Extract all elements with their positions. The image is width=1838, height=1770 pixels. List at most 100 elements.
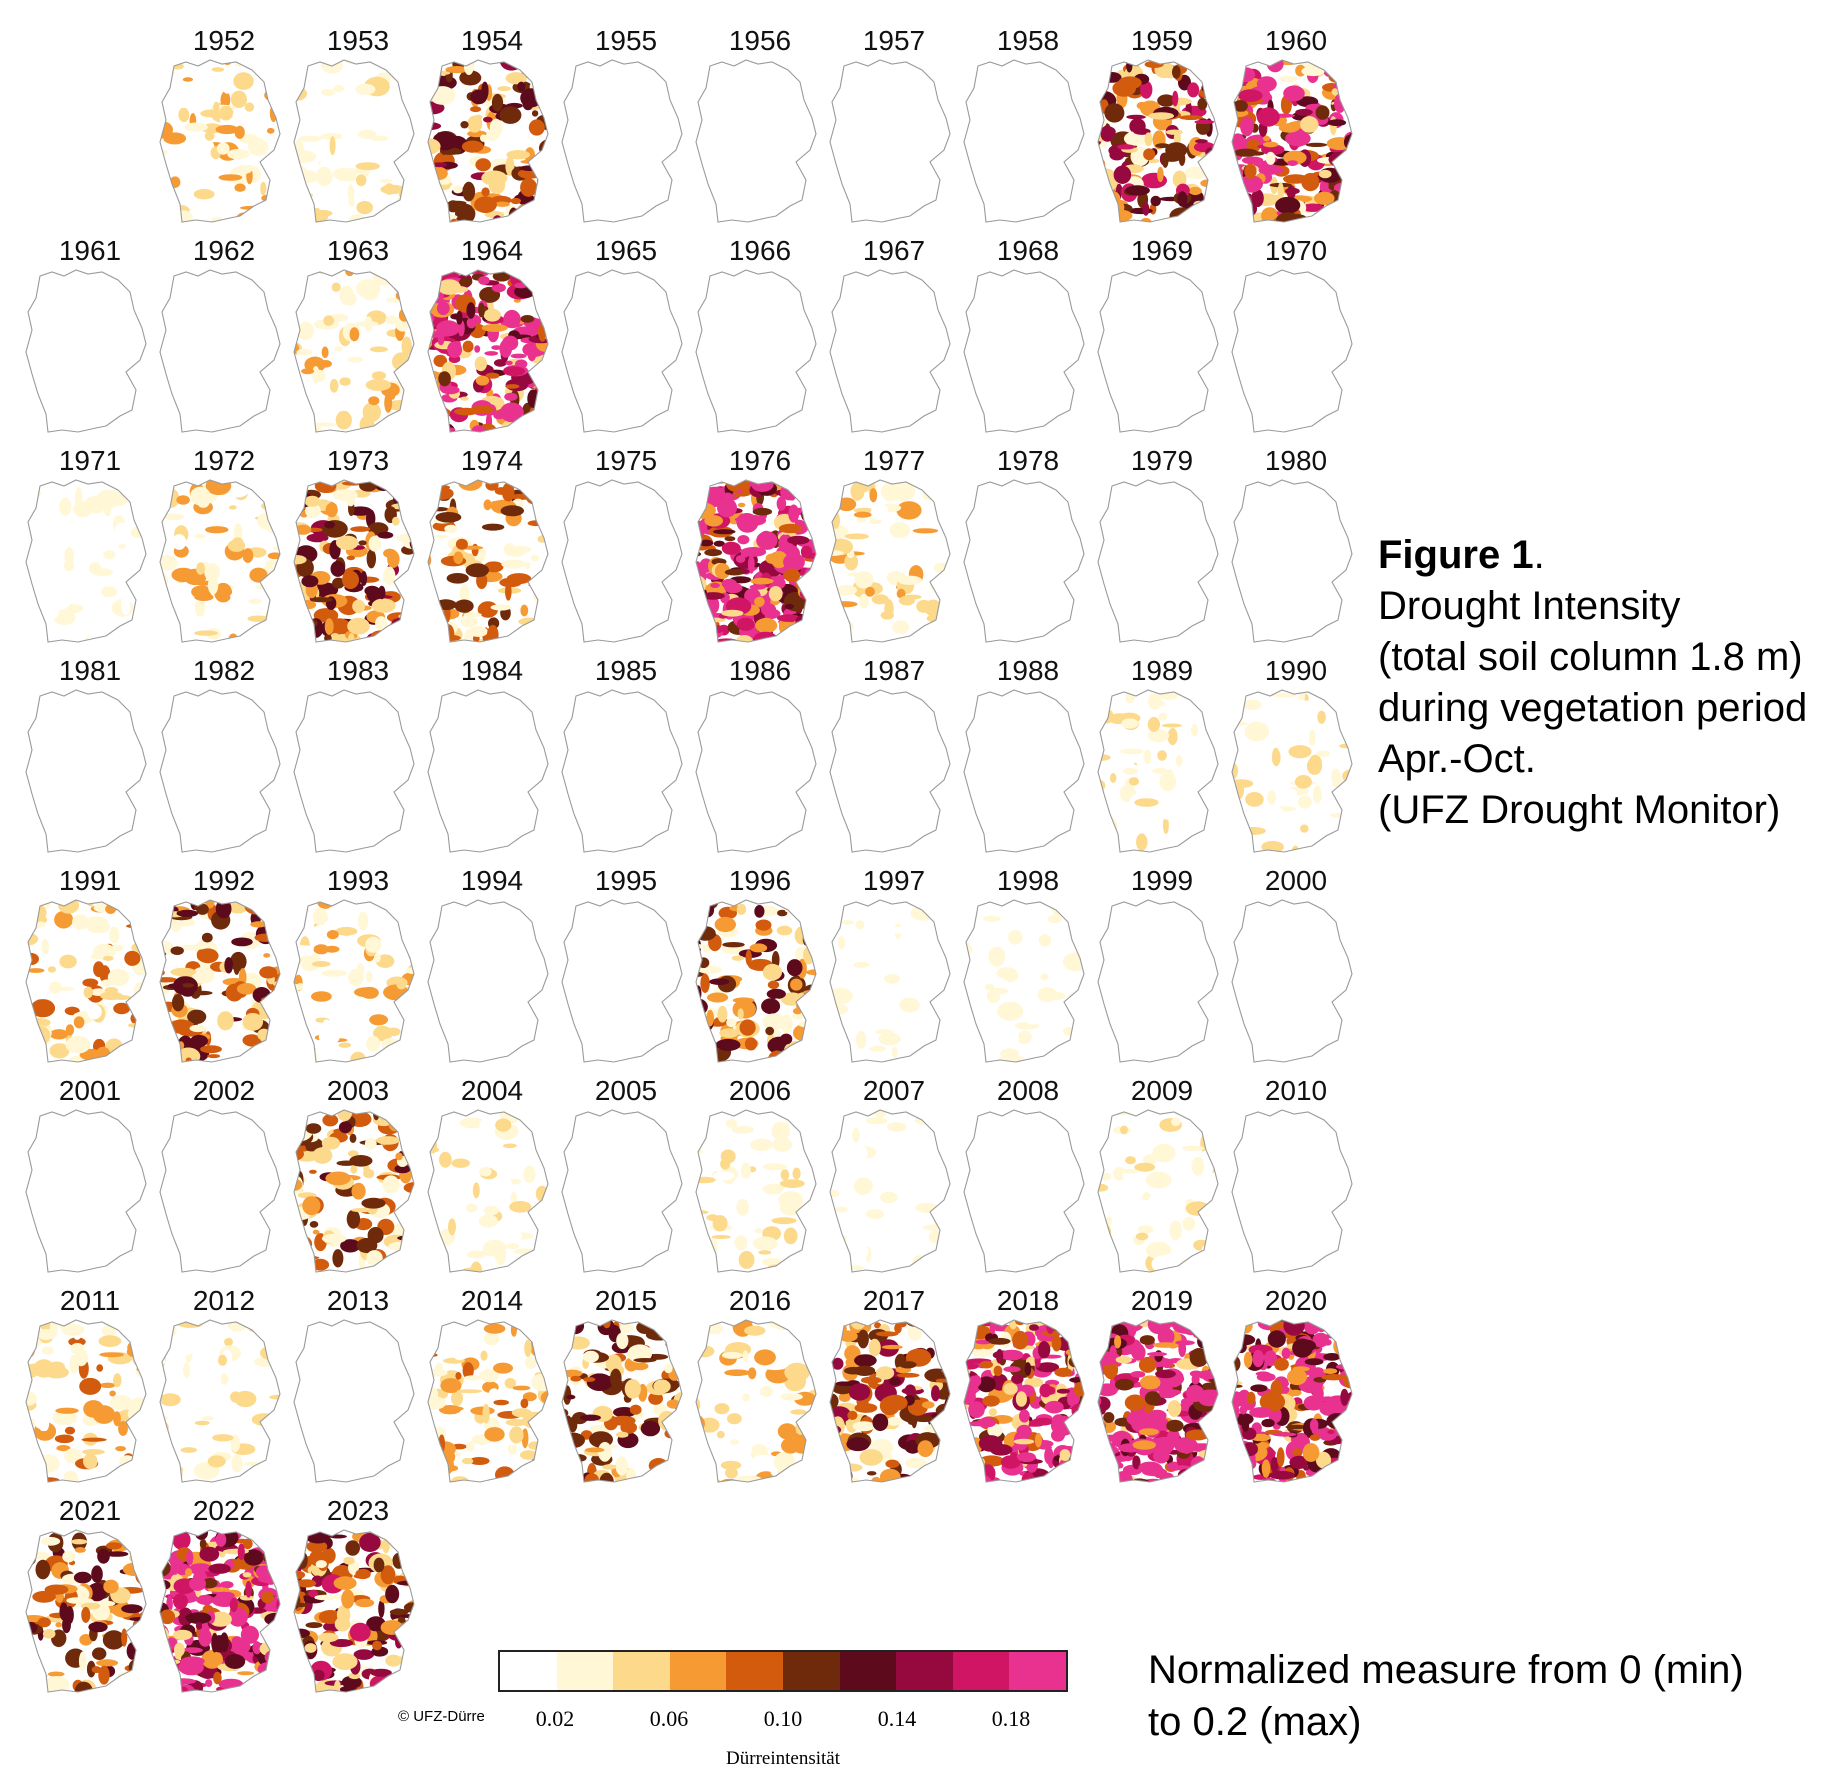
year-map: 2004 <box>427 1075 549 1273</box>
year-label: 2015 <box>595 1285 657 1316</box>
year-map: 2013 <box>293 1285 415 1483</box>
year-map: 2003 <box>293 1075 415 1273</box>
year-label: 2003 <box>327 1075 389 1106</box>
year-map: 1979 <box>1097 445 1219 643</box>
colorbar-bin <box>839 1652 897 1690</box>
year-map: 1986 <box>695 655 817 853</box>
colorbar-tick-label: 0.10 <box>763 1706 803 1731</box>
year-map: 2000 <box>1231 865 1353 1063</box>
year-map: 2002 <box>159 1075 281 1273</box>
year-map: 1975 <box>561 445 683 643</box>
year-label: 2017 <box>863 1285 925 1316</box>
year-label: 1954 <box>461 25 523 56</box>
year-label: 1999 <box>1131 865 1193 896</box>
year-label: 1990 <box>1265 655 1327 686</box>
year-map: 1983 <box>293 655 415 853</box>
year-label: 1974 <box>461 445 523 476</box>
year-label: 1961 <box>59 235 121 266</box>
year-map: 2017 <box>829 1285 951 1483</box>
year-map: 1962 <box>159 235 281 433</box>
year-label: 1962 <box>193 235 255 266</box>
year-map: 1991 <box>25 865 147 1063</box>
colorbar-ticks: 0.02 0.06 0.10 0.14 0.18 <box>498 1706 1068 1736</box>
year-label: 2008 <box>997 1075 1059 1106</box>
year-map: 2011 <box>25 1285 147 1483</box>
year-label: 1998 <box>997 865 1059 896</box>
year-label: 2014 <box>461 1285 523 1316</box>
year-map: 2008 <box>963 1075 1085 1273</box>
colorbar-bin <box>782 1652 840 1690</box>
colorbar-bin <box>613 1652 670 1690</box>
year-map: 1974 <box>427 445 549 643</box>
year-label: 2018 <box>997 1285 1059 1316</box>
year-map: 1952 <box>159 25 281 223</box>
year-map: 1957 <box>829 25 951 223</box>
colorbar-bin <box>500 1652 557 1690</box>
year-map: 1987 <box>829 655 951 853</box>
year-label: 1993 <box>327 865 389 896</box>
year-map: 1968 <box>963 235 1085 433</box>
colorbar-bin <box>669 1652 727 1690</box>
year-label: 1966 <box>729 235 791 266</box>
caption-line: Drought Intensity <box>1378 584 1681 628</box>
year-label: 1969 <box>1131 235 1193 266</box>
caption-line: (total soil column 1.8 m) <box>1378 635 1803 679</box>
year-label: 2016 <box>729 1285 791 1316</box>
year-map: 1988 <box>963 655 1085 853</box>
year-label: 1995 <box>595 865 657 896</box>
year-map: 1976 <box>695 445 817 643</box>
year-label: 1956 <box>729 25 791 56</box>
colorbar-tick-label: 0.02 <box>535 1706 575 1731</box>
colorbar <box>498 1650 1068 1692</box>
colorbar-tick-label: 0.06 <box>649 1706 689 1731</box>
year-label: 1987 <box>863 655 925 686</box>
year-map: 2014 <box>427 1285 549 1483</box>
year-label: 2004 <box>461 1075 523 1106</box>
year-label: 1986 <box>729 655 791 686</box>
year-label: 1973 <box>327 445 389 476</box>
year-label: 1994 <box>461 865 523 896</box>
year-map: 1970 <box>1231 235 1353 433</box>
year-label: 1978 <box>997 445 1059 476</box>
year-label: 1959 <box>1131 25 1193 56</box>
year-label: 2022 <box>193 1495 255 1526</box>
colorbar-bin <box>952 1652 1010 1690</box>
year-map: 1998 <box>963 865 1085 1063</box>
year-map: 2020 <box>1231 1285 1353 1483</box>
colorbar-bin <box>556 1652 614 1690</box>
legend-note-line: to 0.2 (max) <box>1148 1700 1362 1744</box>
figure-label: Figure 1 <box>1378 533 1534 577</box>
year-label: 2002 <box>193 1075 255 1106</box>
year-map: 1956 <box>695 25 817 223</box>
year-label: 2011 <box>60 1285 120 1316</box>
year-label: 2021 <box>59 1495 121 1526</box>
year-label: 1984 <box>461 655 523 686</box>
year-map: 1973 <box>293 445 415 643</box>
year-label: 1991 <box>59 865 121 896</box>
year-label: 1952 <box>193 25 255 56</box>
year-map: 1990 <box>1231 655 1353 853</box>
year-map: 1971 <box>25 445 147 643</box>
year-label: 2013 <box>327 1285 389 1316</box>
legend-note-line: Normalized measure from 0 (min) <box>1148 1648 1744 1692</box>
year-map: 1967 <box>829 235 951 433</box>
year-label: 1997 <box>863 865 925 896</box>
year-map: 2001 <box>25 1075 147 1273</box>
year-map: 1972 <box>159 445 281 643</box>
year-label: 1957 <box>863 25 925 56</box>
year-label: 1975 <box>595 445 657 476</box>
year-label: 1960 <box>1265 25 1327 56</box>
figure-caption: Figure 1. Drought Intensity (total soil … <box>1378 530 1807 836</box>
caption-line: Apr.-Oct. <box>1378 737 1536 781</box>
colorbar-tick-label: 0.14 <box>877 1706 917 1731</box>
year-label: 1968 <box>997 235 1059 266</box>
year-label: 1992 <box>193 865 255 896</box>
year-map: 2023 <box>293 1495 415 1693</box>
colorbar-bin <box>726 1652 783 1690</box>
year-map: 2021 <box>25 1495 147 1693</box>
year-label: 2019 <box>1131 1285 1193 1316</box>
year-map: 1995 <box>561 865 683 1063</box>
year-map: 1955 <box>561 25 683 223</box>
year-map: 1981 <box>25 655 147 853</box>
year-map: 1985 <box>561 655 683 853</box>
